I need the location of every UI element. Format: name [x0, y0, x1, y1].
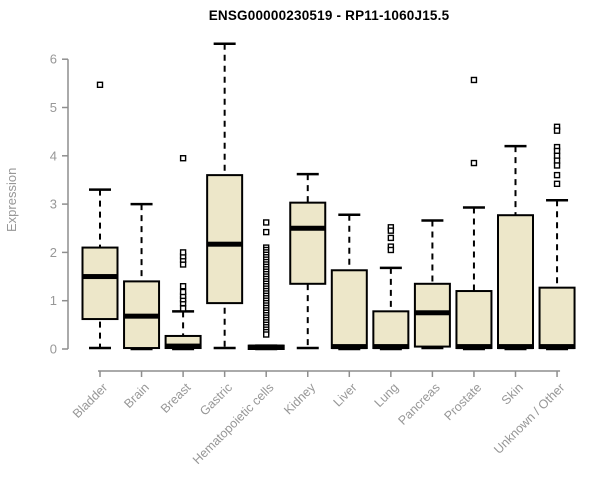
median-line — [248, 344, 284, 350]
box-gastric — [206, 174, 244, 305]
x-category-label: Prostate — [441, 380, 484, 423]
y-tick-label: 0 — [50, 342, 57, 357]
outlier-point — [179, 155, 187, 162]
outlier-point — [553, 127, 561, 134]
outlier-point — [179, 305, 187, 312]
outlier-point — [263, 228, 270, 236]
x-category-label: Bladder — [70, 380, 110, 420]
median-line — [124, 313, 160, 319]
x-category-label: Unknown / Other — [491, 380, 567, 456]
outlier-point — [263, 331, 270, 338]
median-line — [414, 310, 450, 316]
x-category-label: Kidney — [281, 380, 318, 417]
y-tick-label: 3 — [50, 197, 57, 212]
median-line — [290, 225, 326, 231]
box-prostate — [455, 290, 493, 350]
median-line — [456, 344, 492, 350]
outlier-point — [179, 288, 187, 296]
outlier-point — [470, 159, 478, 167]
median-line — [165, 343, 201, 349]
outlier-point — [470, 76, 478, 84]
outlier-point — [179, 283, 187, 290]
outlier-point — [553, 162, 561, 169]
outlier-point — [387, 246, 395, 254]
outlier-point — [96, 81, 104, 88]
x-category-label: Liver — [331, 380, 360, 409]
median-line — [373, 344, 409, 350]
x-category-label: Gastric — [197, 380, 235, 418]
x-category-label: Brain — [121, 380, 152, 411]
box-skin — [497, 214, 534, 350]
median-line — [331, 344, 367, 350]
y-tick-label: 1 — [50, 293, 57, 308]
box-bladder — [81, 246, 119, 321]
y-tick-label: 5 — [50, 100, 57, 115]
median-line — [207, 241, 243, 247]
x-category-label: Hematopoietic cells — [190, 380, 277, 467]
box-lung — [372, 310, 410, 350]
x-category-label: Breast — [158, 380, 194, 416]
outlier-point — [387, 234, 395, 242]
y-tick-label: 2 — [50, 245, 57, 260]
median-line — [498, 344, 533, 350]
y-tick-label: 6 — [50, 52, 57, 67]
outlier-point — [387, 227, 395, 234]
outlier-point — [553, 180, 561, 188]
x-category-label: Pancreas — [396, 380, 443, 427]
outlier-point — [179, 249, 187, 256]
x-category-label: Skin — [499, 380, 526, 407]
median-line — [539, 344, 575, 350]
chart-title: ENSG00000230519 - RP11-1060J15.5 — [208, 8, 450, 23]
x-category-label: Lung — [372, 380, 402, 410]
outlier-point — [553, 171, 561, 179]
y-tick-label: 4 — [50, 148, 57, 163]
outlier-point — [263, 219, 270, 226]
box-unknown-other — [538, 286, 576, 350]
median-line — [82, 274, 118, 280]
box-liver — [330, 269, 368, 350]
box-kidney — [289, 201, 327, 285]
